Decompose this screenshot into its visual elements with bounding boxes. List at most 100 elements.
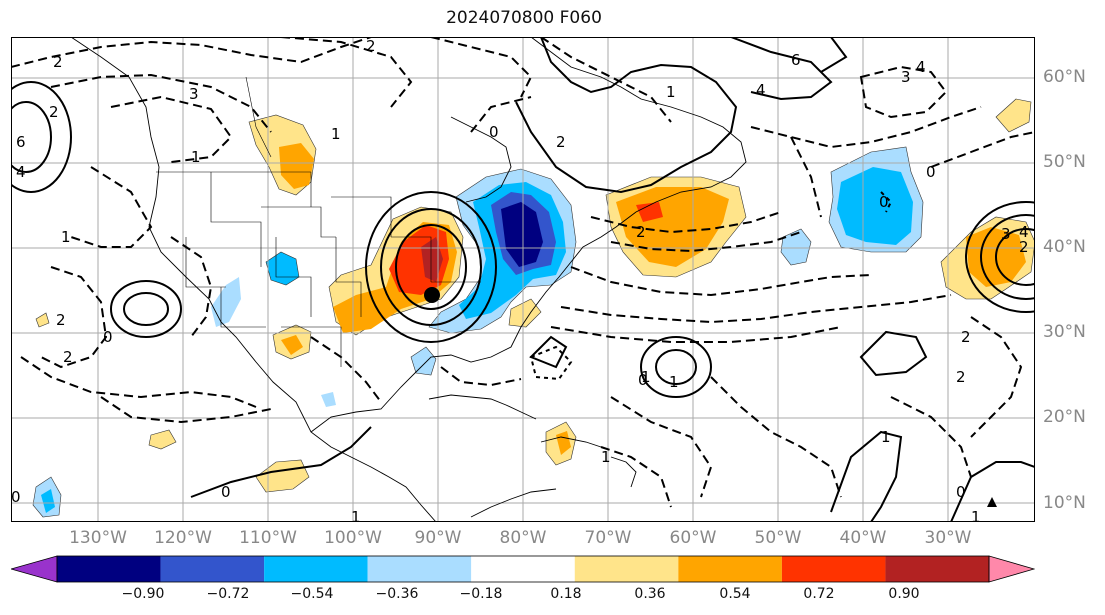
contours-zero bbox=[529, 191, 893, 381]
contour-label: 0 bbox=[221, 483, 231, 501]
colorbar-tick-label: 0.54 bbox=[719, 586, 751, 602]
colorbar-swatch bbox=[471, 556, 575, 582]
lat-label-60n: 60°N bbox=[1043, 67, 1086, 87]
negative-anomaly-area bbox=[321, 392, 336, 407]
contour-label: 0 bbox=[489, 123, 499, 141]
colorbar-frame bbox=[56, 555, 990, 583]
lon-label-90w: 90°W bbox=[414, 528, 462, 548]
coastlines bbox=[70, 37, 747, 522]
contour-label: 2 bbox=[56, 311, 66, 329]
contour-label: 1 bbox=[601, 448, 611, 466]
positive-anomaly-area bbox=[508, 298, 542, 328]
contour-label: 0 bbox=[879, 193, 889, 211]
storm-center-marker bbox=[424, 287, 440, 303]
colorbar-tick-label: −0.54 bbox=[290, 586, 334, 602]
contour-label: 1 bbox=[881, 428, 891, 446]
colorbar-tick-label: 0.36 bbox=[634, 586, 666, 602]
contour-label: 0 bbox=[956, 483, 966, 501]
negative-anomaly-area bbox=[780, 228, 812, 266]
lat-label-50n: 50°N bbox=[1043, 152, 1086, 172]
lon-label-100w: 100°W bbox=[324, 528, 382, 548]
colorbar-extend-high bbox=[988, 555, 1035, 583]
colorbar-swatch bbox=[367, 556, 472, 582]
colorbar-tick-label: −0.36 bbox=[375, 586, 419, 602]
contour-label: 2 bbox=[366, 37, 376, 55]
positive-anomaly-area bbox=[279, 143, 314, 189]
lon-label-130w: 130°W bbox=[69, 528, 127, 548]
colorbar-tick-label: −0.18 bbox=[459, 586, 503, 602]
contour-label: 1 bbox=[669, 373, 679, 391]
contour-label: 1 bbox=[351, 508, 361, 522]
colorbar-swatch bbox=[678, 556, 782, 582]
contour-label: 4 bbox=[16, 163, 26, 181]
contour-label: 2 bbox=[556, 133, 566, 151]
colorbar-tick-label: −0.90 bbox=[121, 586, 165, 602]
contour-label: 1 bbox=[331, 125, 341, 143]
negative-anomaly-area bbox=[501, 202, 543, 267]
positive-anomaly-area bbox=[636, 202, 663, 222]
contour-label: 3 bbox=[189, 85, 199, 103]
colorbar-swatch bbox=[574, 556, 679, 582]
forecast-map: 2 2 4 6 6 4 4 3 2 3 1 1 0 0 0 0 0 0 1 1 … bbox=[11, 37, 1035, 522]
colorbar-tick-label: 0.18 bbox=[550, 586, 582, 602]
positive-anomaly-area bbox=[35, 312, 50, 328]
lon-label-80w: 80°W bbox=[499, 528, 547, 548]
contour-label: 2 bbox=[636, 223, 646, 241]
contour-label: 2 bbox=[961, 328, 971, 346]
positive-anomaly-area bbox=[148, 429, 177, 450]
contour-label: 1 bbox=[61, 228, 71, 246]
contours-negative bbox=[11, 37, 1035, 508]
contour-label: 2 bbox=[49, 103, 59, 121]
colorbar-tick-label: 0.72 bbox=[803, 586, 835, 602]
contour-label: 4 bbox=[916, 58, 926, 76]
colorbar-swatch bbox=[885, 556, 989, 582]
contour-label: 0 bbox=[103, 328, 113, 346]
contours-positive bbox=[11, 37, 1035, 522]
contour-label: 6 bbox=[16, 133, 26, 151]
contour-label: 1 bbox=[191, 148, 201, 166]
contour-label: 6 bbox=[791, 51, 801, 69]
contour-label-group: 2 2 4 6 6 4 4 3 2 3 1 1 0 0 0 0 0 0 1 1 … bbox=[11, 37, 1029, 522]
contour-label: 1 bbox=[666, 83, 676, 101]
state-borders bbox=[156, 76, 481, 367]
colorbar-swatch bbox=[57, 556, 161, 582]
negative-anomaly-area bbox=[837, 167, 913, 245]
negative-anomaly-area bbox=[211, 277, 241, 327]
colorbar-swatch bbox=[264, 556, 368, 582]
contour-label: 1 bbox=[971, 508, 981, 522]
colorbar-swatch bbox=[160, 556, 265, 582]
contour-label: 1 bbox=[641, 368, 651, 386]
lon-label-110w: 110°W bbox=[239, 528, 297, 548]
contour-label: 3 bbox=[901, 68, 911, 86]
graticule bbox=[11, 37, 1035, 522]
small-marker bbox=[987, 497, 997, 507]
positive-anomaly-area bbox=[995, 98, 1032, 133]
contour-label: 0 bbox=[638, 371, 648, 389]
contour-label: 0 bbox=[11, 488, 21, 506]
positive-anomaly-area bbox=[281, 335, 303, 355]
lon-label-50w: 50°W bbox=[754, 528, 802, 548]
contour-label: 2 bbox=[1019, 238, 1029, 256]
negative-anomaly-area bbox=[410, 346, 437, 376]
lat-label-40n: 40°N bbox=[1043, 237, 1086, 257]
lon-label-60w: 60°W bbox=[669, 528, 717, 548]
contour-label: 3 bbox=[1001, 225, 1011, 243]
contour-label: 0 bbox=[926, 163, 936, 181]
colorbar-tick-label: −0.72 bbox=[206, 586, 250, 602]
lat-label-20n: 20°N bbox=[1043, 407, 1086, 427]
contour-label: 2 bbox=[63, 348, 73, 366]
negative-anomaly-area bbox=[41, 489, 55, 513]
colorbar-tick-label: 0.90 bbox=[888, 586, 920, 602]
lat-label-30n: 30°N bbox=[1043, 322, 1086, 342]
contour-label: 2 bbox=[53, 53, 63, 71]
contour-label: 4 bbox=[1019, 223, 1029, 241]
map-title: 2024070800 F060 bbox=[446, 8, 602, 28]
contour-label: 4 bbox=[756, 81, 766, 99]
lon-label-30w: 30°W bbox=[924, 528, 972, 548]
colorbar-extend-low bbox=[11, 555, 58, 583]
colorbar bbox=[11, 555, 1035, 583]
lon-label-70w: 70°W bbox=[584, 528, 632, 548]
contour-label: 2 bbox=[956, 368, 966, 386]
lon-label-120w: 120°W bbox=[154, 528, 212, 548]
lon-label-40w: 40°W bbox=[839, 528, 887, 548]
